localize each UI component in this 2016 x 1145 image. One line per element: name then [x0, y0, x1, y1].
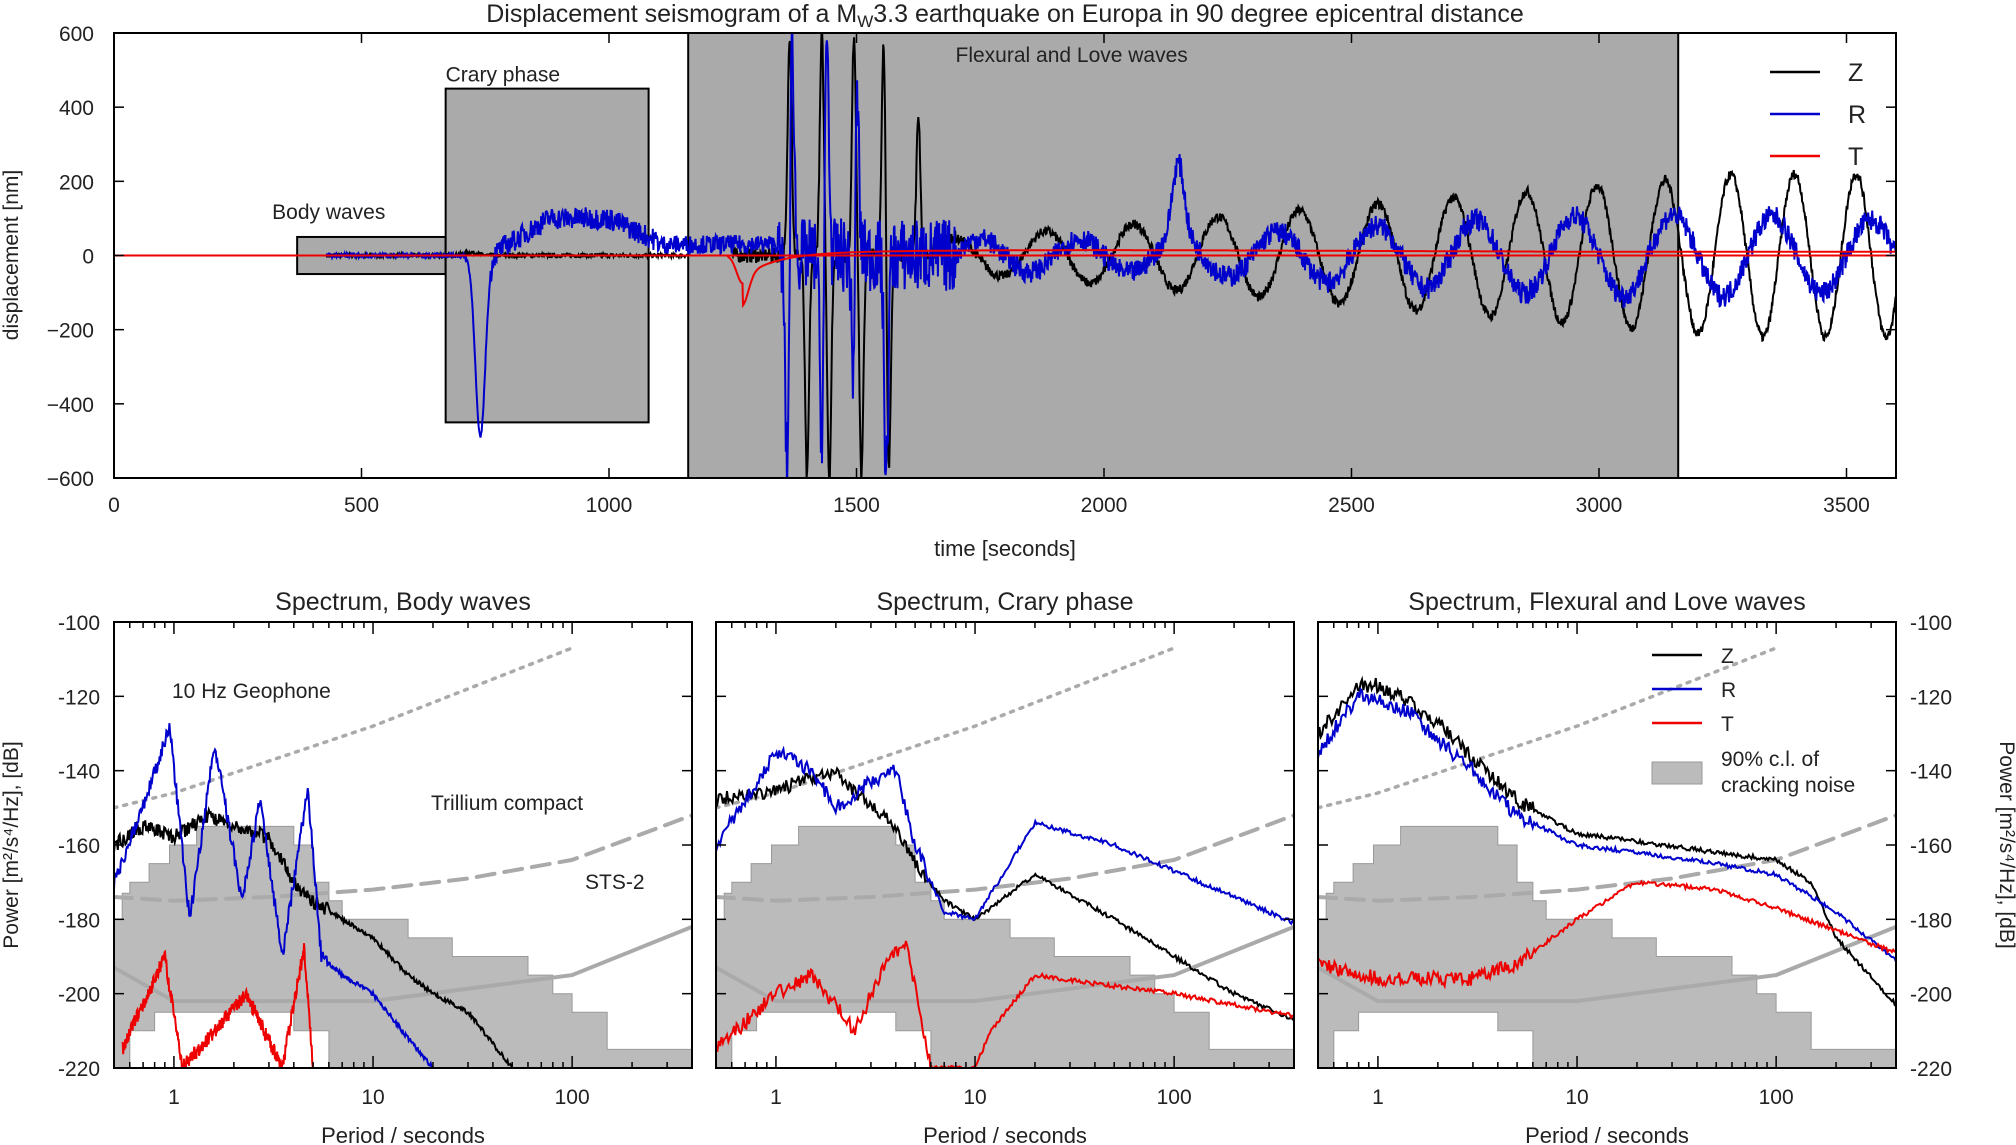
- legend-label: R: [1721, 679, 1736, 702]
- spectrum-r: [1318, 687, 1896, 963]
- spectrum-crary-phase-panel: Spectrum, Crary phase 1 10 100 Period / seco…: [715, 588, 1295, 1145]
- x-tick-label: 3500: [1823, 494, 1870, 517]
- spectrum-r: [716, 745, 1294, 926]
- spectrum-t: [1318, 879, 1896, 990]
- y-tick-label: -120: [1910, 686, 1952, 709]
- seismogram-trace-r: [114, 33, 1896, 478]
- x-tick-label: 500: [344, 494, 379, 517]
- spectrum-flexural-love-panel: Spectrum, Flexural and Love waves 1 10 100 P…: [1317, 588, 2016, 1145]
- y-tick-label: -160: [58, 835, 100, 858]
- spectrum-legend: ZRT 90% c.l. of cracking noise: [1651, 645, 1855, 797]
- legend-label: cracking noise: [1721, 774, 1855, 797]
- y-tick-label: -120: [58, 686, 100, 709]
- time-window-label: Crary phase: [446, 64, 560, 87]
- sts-2-noise-curve: [114, 924, 692, 1004]
- spectrum-xlabel: Period / seconds: [923, 1123, 1087, 1145]
- spectrum-xlabel: Period / seconds: [1525, 1123, 1689, 1145]
- y-tick-label: 400: [59, 97, 94, 120]
- legend-label: T: [1721, 713, 1734, 736]
- x-tick-label: 0: [108, 494, 120, 517]
- legend-label: Z: [1848, 59, 1863, 87]
- y-tick-label: -160: [1910, 835, 1952, 858]
- sts2-annotation: STS-2: [585, 871, 645, 894]
- trillium-compact-noise-curve: [114, 813, 692, 903]
- y-tick-label: -200: [58, 984, 100, 1007]
- seismogram-panel: Displacement seismogram of a MW3.3 earth…: [0, 0, 1897, 561]
- legend-label: Z: [1721, 645, 1734, 668]
- x-tick-label: 10: [963, 1086, 986, 1109]
- y-tick-label: -100: [58, 612, 100, 635]
- x-tick-label: 100: [1759, 1086, 1794, 1109]
- spectrum-ylabel: Power [m²/s⁴/Hz], [dB]: [0, 741, 23, 948]
- y-tick-label: 600: [59, 23, 94, 46]
- seismogram-legend: ZRT: [1770, 59, 1866, 171]
- cracking-noise-band: [716, 825, 1294, 1068]
- y-tick-label: -220: [1910, 1058, 1952, 1081]
- spectrum-t: [716, 940, 1294, 1068]
- y-tick-label: −600: [47, 468, 94, 491]
- time-window-label: Body waves: [272, 201, 385, 224]
- x-tick-label: 3000: [1576, 494, 1623, 517]
- legend-label: 90% c.l. of: [1721, 748, 1819, 771]
- x-tick-label: 2500: [1328, 494, 1375, 517]
- cracking-noise-band: [1318, 825, 1896, 1068]
- y-tick-label: -220: [58, 1058, 100, 1081]
- y-tick-label: −400: [47, 394, 94, 417]
- y-tick-label: -140: [1910, 761, 1952, 784]
- spectrum-title: Spectrum, Body waves: [275, 588, 531, 616]
- 10-hz-geophone-noise-curve: [716, 646, 1176, 810]
- spectrum-xlabel: Period / seconds: [321, 1123, 485, 1145]
- x-tick-label: 100: [555, 1086, 590, 1109]
- spectrum-title: Spectrum, Flexural and Love waves: [1408, 588, 1805, 616]
- x-tick-label: 100: [1157, 1086, 1192, 1109]
- cracking-noise-band: [114, 825, 692, 1068]
- x-tick-label: 10: [1565, 1086, 1588, 1109]
- y-tick-label: −200: [47, 320, 94, 343]
- 10-hz-geophone-noise-curve: [1318, 646, 1778, 810]
- legend-label: T: [1848, 143, 1863, 171]
- x-tick-label: 10: [361, 1086, 384, 1109]
- legend-noise-band-swatch: [1651, 761, 1703, 785]
- x-tick-label: 1: [1372, 1086, 1384, 1109]
- seismogram-xlabel: time [seconds]: [934, 536, 1076, 561]
- x-tick-label: 2000: [1081, 494, 1128, 517]
- x-tick-label: 1000: [586, 494, 633, 517]
- y-tick-label: -140: [58, 761, 100, 784]
- y-tick-label: -100: [1910, 612, 1952, 635]
- y-tick-label: -180: [1910, 909, 1952, 932]
- y-tick-label: 0: [82, 246, 94, 269]
- y-tick-label: 200: [59, 171, 94, 194]
- seismogram-ylabel: displacement [nm]: [0, 170, 23, 340]
- spectrum-body-waves-panel: Spectrum, Body waves 1 10 100 Period / secon…: [0, 588, 693, 1145]
- spectrum-t: [121, 943, 314, 1068]
- y-tick-label: -200: [1910, 984, 1952, 1007]
- x-tick-label: 1: [168, 1086, 180, 1109]
- sts-2-noise-curve: [716, 924, 1294, 1004]
- sts-2-noise-curve: [1318, 924, 1896, 1004]
- spectrum-z: [716, 766, 1294, 1021]
- legend-label: R: [1848, 101, 1866, 129]
- 10-hz-geophone-noise-curve: [114, 646, 574, 810]
- spectrum-r: [114, 723, 433, 1068]
- spectrum-title: Spectrum, Crary phase: [876, 588, 1133, 616]
- spectrum-z: [1318, 675, 1896, 1007]
- y-tick-label: -180: [58, 909, 100, 932]
- trillium-annotation: Trillium compact: [431, 792, 583, 815]
- spectrum-ylabel: Power [m²/s⁴/Hz], [dB]: [1995, 741, 2016, 948]
- time-window-label: Flexural and Love waves: [956, 44, 1188, 67]
- x-tick-label: 1500: [833, 494, 880, 517]
- seismogram-title: Displacement seismogram of a MW3.3 earth…: [486, 0, 1523, 31]
- trillium-compact-noise-curve: [716, 813, 1294, 903]
- x-tick-label: 1: [770, 1086, 782, 1109]
- geophone-annotation: 10 Hz Geophone: [172, 680, 331, 703]
